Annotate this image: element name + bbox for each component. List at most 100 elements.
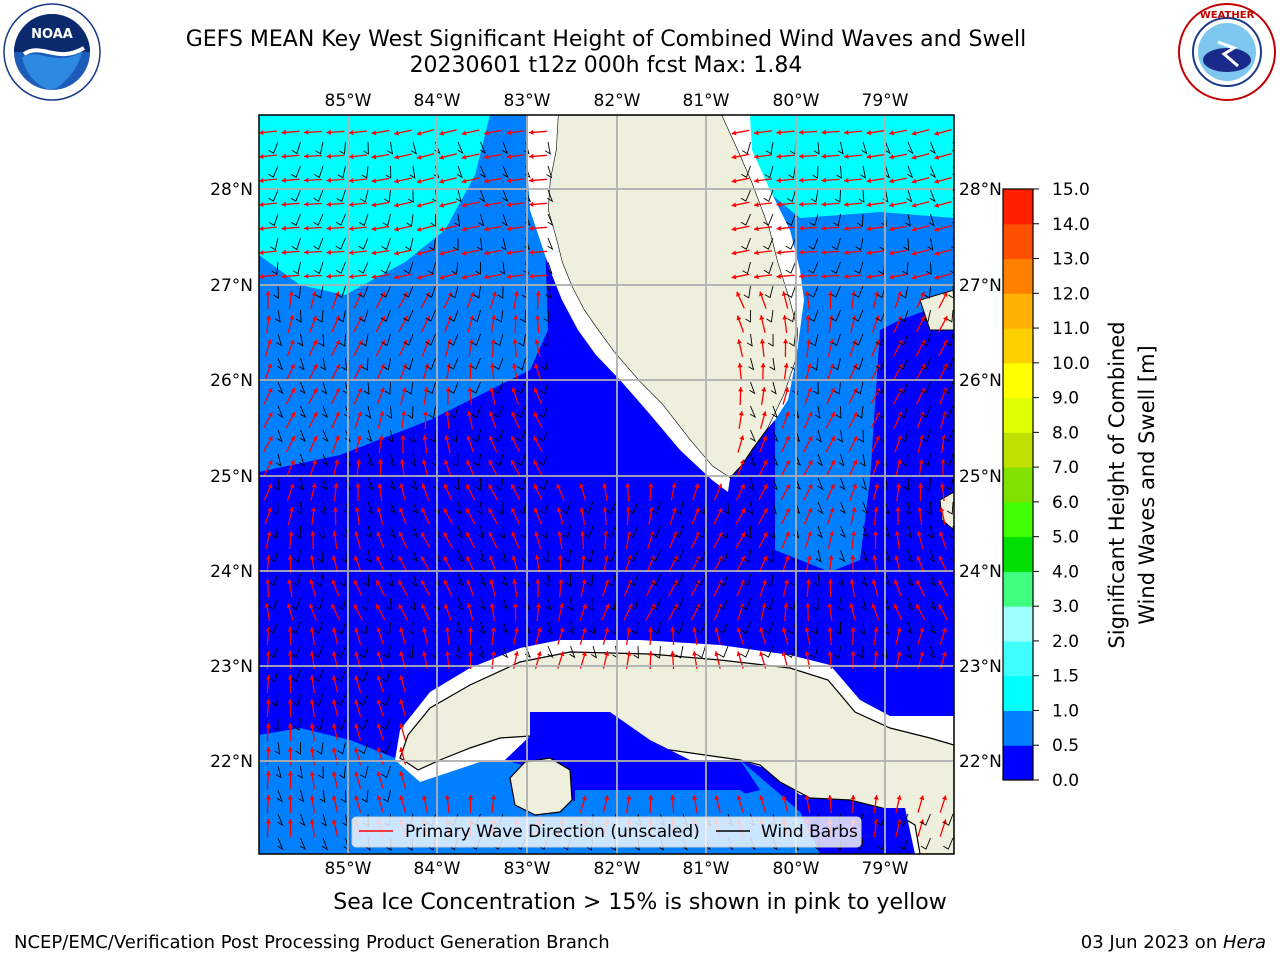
wind-barb xyxy=(900,285,909,299)
wave-arrow-head xyxy=(287,699,293,704)
wave-arrow-head xyxy=(443,532,448,538)
wave-arrow-head xyxy=(309,723,315,728)
wave-arrow-head xyxy=(529,225,534,231)
wind-barb xyxy=(546,165,553,179)
wave-arrow-head xyxy=(304,273,309,279)
wave-arrow-head xyxy=(804,795,810,800)
wind-barb xyxy=(429,429,436,443)
wave-arrow-head xyxy=(804,651,810,656)
wind-barb xyxy=(835,621,841,635)
colorbar-tick-label: 14.0 xyxy=(1052,215,1090,235)
wave-arrow-head xyxy=(488,435,494,441)
wave-arrow-head xyxy=(488,508,494,513)
wave-arrow-head xyxy=(379,387,385,393)
wave-arrow-head xyxy=(484,178,489,184)
wind-barb xyxy=(633,645,639,659)
wave-arrow-head xyxy=(754,178,759,184)
wind-barb xyxy=(380,693,391,706)
wind-barb xyxy=(518,501,526,515)
wind-barb xyxy=(291,669,301,682)
wave-arrow-head xyxy=(873,627,879,632)
wind-barb xyxy=(898,837,909,850)
wave-arrow-head xyxy=(866,154,872,160)
wind-barb xyxy=(276,429,283,443)
wind-barb xyxy=(943,429,954,442)
wave-arrow-head xyxy=(289,339,295,345)
wind-barb xyxy=(360,333,369,347)
wave-arrow-head xyxy=(506,130,512,136)
wave-arrow-head xyxy=(399,795,405,801)
wave-arrow-head xyxy=(354,771,360,777)
wave-arrow-head xyxy=(849,579,855,584)
wave-arrow-head xyxy=(312,364,318,369)
wind-barb xyxy=(839,525,847,539)
wind-barb xyxy=(406,213,414,227)
wind-barb xyxy=(339,333,346,347)
wind-barb xyxy=(743,549,751,563)
wind-barb xyxy=(929,621,936,635)
wave-arrow-head xyxy=(762,532,768,537)
wave-arrow-head xyxy=(265,555,271,560)
wind-barb xyxy=(412,549,419,563)
wind-barb xyxy=(808,261,819,274)
wind-barb xyxy=(338,597,346,611)
wind-barb xyxy=(335,669,346,682)
lon-label: 83°W xyxy=(504,859,551,879)
noaa-logo: NOAA xyxy=(3,3,101,101)
wind-barb xyxy=(501,141,509,155)
wind-barb xyxy=(321,477,328,491)
wave-arrow-head xyxy=(875,435,880,441)
wave-arrow-head xyxy=(829,507,835,513)
colorbar-bin xyxy=(1003,536,1033,572)
wind-barb xyxy=(884,573,891,587)
wind-barb xyxy=(517,357,526,371)
wave-arrow-head xyxy=(533,460,538,466)
wind-barb xyxy=(313,645,324,658)
wave-arrow-head xyxy=(648,483,654,488)
wind-barb xyxy=(837,429,843,443)
wave-arrow-head xyxy=(648,795,654,800)
wave-arrow-head xyxy=(896,651,902,656)
wave-arrow-head xyxy=(559,603,565,608)
lon-labels-top: 85°W 84°W 83°W 82°W 81°W 80°W 79°W xyxy=(325,91,909,111)
wind-barb xyxy=(901,453,909,467)
wave-arrow-head xyxy=(335,340,340,345)
wind-barb xyxy=(808,309,819,322)
wave-arrow-head xyxy=(821,153,826,159)
wave-arrow-head xyxy=(625,483,631,488)
wave-arrow-head xyxy=(784,411,790,417)
wind-barb xyxy=(544,141,551,155)
wave-arrow-head xyxy=(692,795,698,800)
wind-barb xyxy=(321,381,328,395)
wave-arrow-head xyxy=(439,202,445,208)
wave-arrow-head xyxy=(304,129,309,135)
wind-barb xyxy=(358,213,369,227)
wind-barb xyxy=(270,525,279,539)
wave-arrow-head xyxy=(312,435,318,441)
wave-arrow-head xyxy=(259,130,264,136)
wind-barb xyxy=(496,477,504,491)
wind-barb xyxy=(500,237,507,251)
wind-barb xyxy=(358,237,369,250)
wind-barb xyxy=(838,573,845,587)
wave-arrow-head xyxy=(268,436,273,442)
wave-arrow-head xyxy=(852,436,858,441)
wind-barb xyxy=(497,501,504,515)
wind-barb xyxy=(925,261,932,275)
wind-barb xyxy=(499,525,506,539)
wind-barb xyxy=(358,285,369,298)
wind-barb xyxy=(502,165,509,179)
wind-barb xyxy=(479,165,487,179)
wind-barb xyxy=(718,621,729,634)
wave-arrow-head xyxy=(896,483,902,488)
wave-arrow-head xyxy=(874,459,880,465)
wave-arrow-head xyxy=(889,178,894,184)
wind-barb xyxy=(358,741,369,755)
wave-arrow-head xyxy=(287,771,293,776)
wave-arrow-head xyxy=(849,603,855,609)
lat-label: 26°N xyxy=(210,371,253,391)
wind-barb xyxy=(276,333,283,347)
lon-label: 81°W xyxy=(683,859,730,879)
wave-arrow-head xyxy=(513,627,519,632)
wind-barb xyxy=(900,429,909,443)
